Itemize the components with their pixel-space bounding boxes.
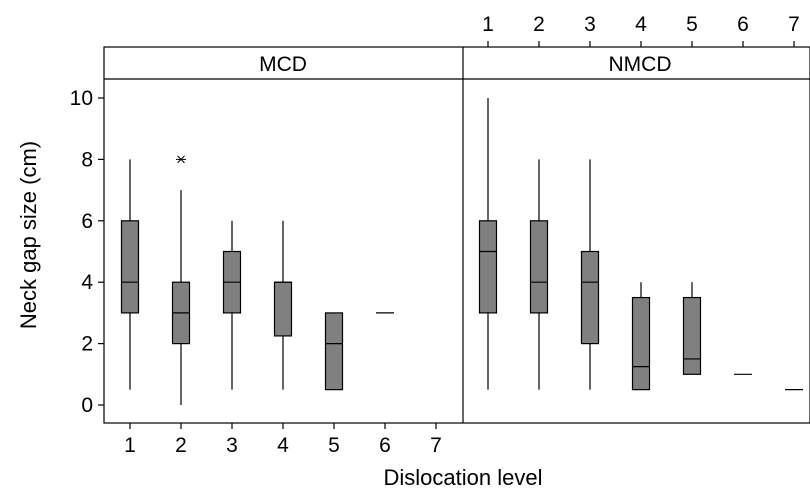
x-tick-label-bottom: 4 (277, 434, 289, 457)
x-tick-label-bottom: 6 (379, 434, 391, 457)
box-nmcd-level-1 (478, 98, 498, 390)
x-axis-bottom: 1 2 3 4 5 6 7 (124, 423, 442, 457)
y-axis-title: Neck gap size (cm) (16, 141, 41, 329)
y-tick-label: 6 (81, 210, 93, 233)
iqr-box (682, 296, 702, 375)
box-mcd-level-3 (222, 220, 242, 390)
x-tick-label-top: 7 (788, 13, 800, 36)
x-tick-label-top: 6 (737, 13, 749, 36)
x-tick-label-top: 3 (584, 13, 596, 36)
iqr-box (324, 312, 344, 391)
iqr-box (120, 220, 140, 314)
outlier-asterisk (176, 155, 186, 164)
box-series (120, 98, 803, 405)
x-tick-label-bottom: 3 (226, 434, 238, 457)
y-tick-label: 2 (81, 333, 93, 356)
x-axis-top: 1 2 3 4 5 6 7 (482, 13, 800, 47)
x-tick-label-top: 1 (482, 13, 494, 36)
box-nmcd-level-5 (682, 282, 702, 375)
box-nmcd-level-4 (631, 282, 651, 391)
x-tick-label-bottom: 5 (328, 434, 340, 457)
box-mcd-level-5 (324, 312, 344, 391)
iqr-box (631, 296, 651, 391)
x-tick-label-bottom: 7 (430, 434, 442, 457)
box-mcd-level-4 (273, 220, 293, 390)
x-axis-title: Dislocation level (384, 465, 543, 490)
y-tick-label: 8 (81, 148, 93, 171)
y-tick-label: 0 (81, 394, 93, 417)
box-nmcd-level-3 (580, 159, 600, 390)
panel-title-mcd: MCD (259, 53, 307, 76)
iqr-box (529, 220, 549, 314)
iqr-box (273, 281, 293, 337)
panel-title-nmcd: NMCD (609, 53, 672, 76)
x-tick-label-top: 2 (533, 13, 545, 36)
x-tick-label-top: 5 (686, 13, 698, 36)
box-mcd-level-2 (171, 155, 191, 405)
x-tick-label-top: 4 (635, 13, 647, 36)
box-mcd-level-1 (120, 159, 140, 390)
x-tick-label-bottom: 2 (175, 434, 187, 457)
y-tick-label: 10 (70, 87, 93, 110)
y-tick-label: 4 (81, 271, 93, 294)
box-nmcd-level-2 (529, 159, 549, 390)
panel-mcd-boxes (120, 155, 394, 405)
outlier-stroke (177, 155, 185, 164)
iqr-box (478, 220, 498, 314)
panel-nmcd-boxes (478, 98, 803, 391)
iqr-box (580, 250, 600, 345)
plot-frame (103, 46, 810, 424)
y-axis: 0 2 4 6 8 10 (70, 87, 104, 417)
x-tick-label-bottom: 1 (124, 434, 136, 457)
